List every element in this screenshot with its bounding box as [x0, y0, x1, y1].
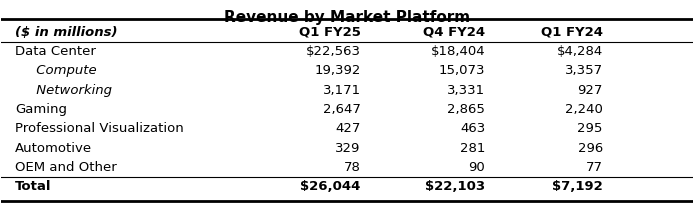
Text: 927: 927 [577, 84, 603, 97]
Text: 281: 281 [460, 142, 485, 155]
Text: Professional Visualization: Professional Visualization [15, 122, 184, 135]
Text: $22,563: $22,563 [306, 45, 361, 58]
Text: Q4 FY24: Q4 FY24 [423, 26, 485, 39]
Text: 2,647: 2,647 [323, 103, 361, 116]
Text: 90: 90 [468, 161, 485, 174]
Text: 78: 78 [344, 161, 361, 174]
Text: 2,865: 2,865 [448, 103, 485, 116]
Text: 427: 427 [335, 122, 361, 135]
Text: 3,331: 3,331 [447, 84, 485, 97]
Text: Gaming: Gaming [15, 103, 67, 116]
Text: 3,357: 3,357 [565, 64, 603, 77]
Text: 15,073: 15,073 [439, 64, 485, 77]
Text: 463: 463 [460, 122, 485, 135]
Text: 77: 77 [586, 161, 603, 174]
Text: $4,284: $4,284 [557, 45, 603, 58]
Text: $7,192: $7,192 [552, 180, 603, 193]
Text: $22,103: $22,103 [425, 180, 485, 193]
Text: 2,240: 2,240 [565, 103, 603, 116]
Text: Networking: Networking [15, 84, 112, 97]
Text: ($ in millions): ($ in millions) [15, 26, 118, 39]
Text: $18,404: $18,404 [430, 45, 485, 58]
Text: $26,044: $26,044 [301, 180, 361, 193]
Text: 19,392: 19,392 [314, 64, 361, 77]
Text: 295: 295 [577, 122, 603, 135]
Text: Total: Total [15, 180, 52, 193]
Text: 3,171: 3,171 [323, 84, 361, 97]
Text: Revenue by Market Platform: Revenue by Market Platform [224, 9, 470, 25]
Text: 296: 296 [577, 142, 603, 155]
Text: Data Center: Data Center [15, 45, 96, 58]
Text: OEM and Other: OEM and Other [15, 161, 117, 174]
Text: Q1 FY25: Q1 FY25 [299, 26, 361, 39]
Text: 329: 329 [335, 142, 361, 155]
Text: Compute: Compute [15, 64, 97, 77]
Text: Automotive: Automotive [15, 142, 92, 155]
Text: Q1 FY24: Q1 FY24 [541, 26, 603, 39]
